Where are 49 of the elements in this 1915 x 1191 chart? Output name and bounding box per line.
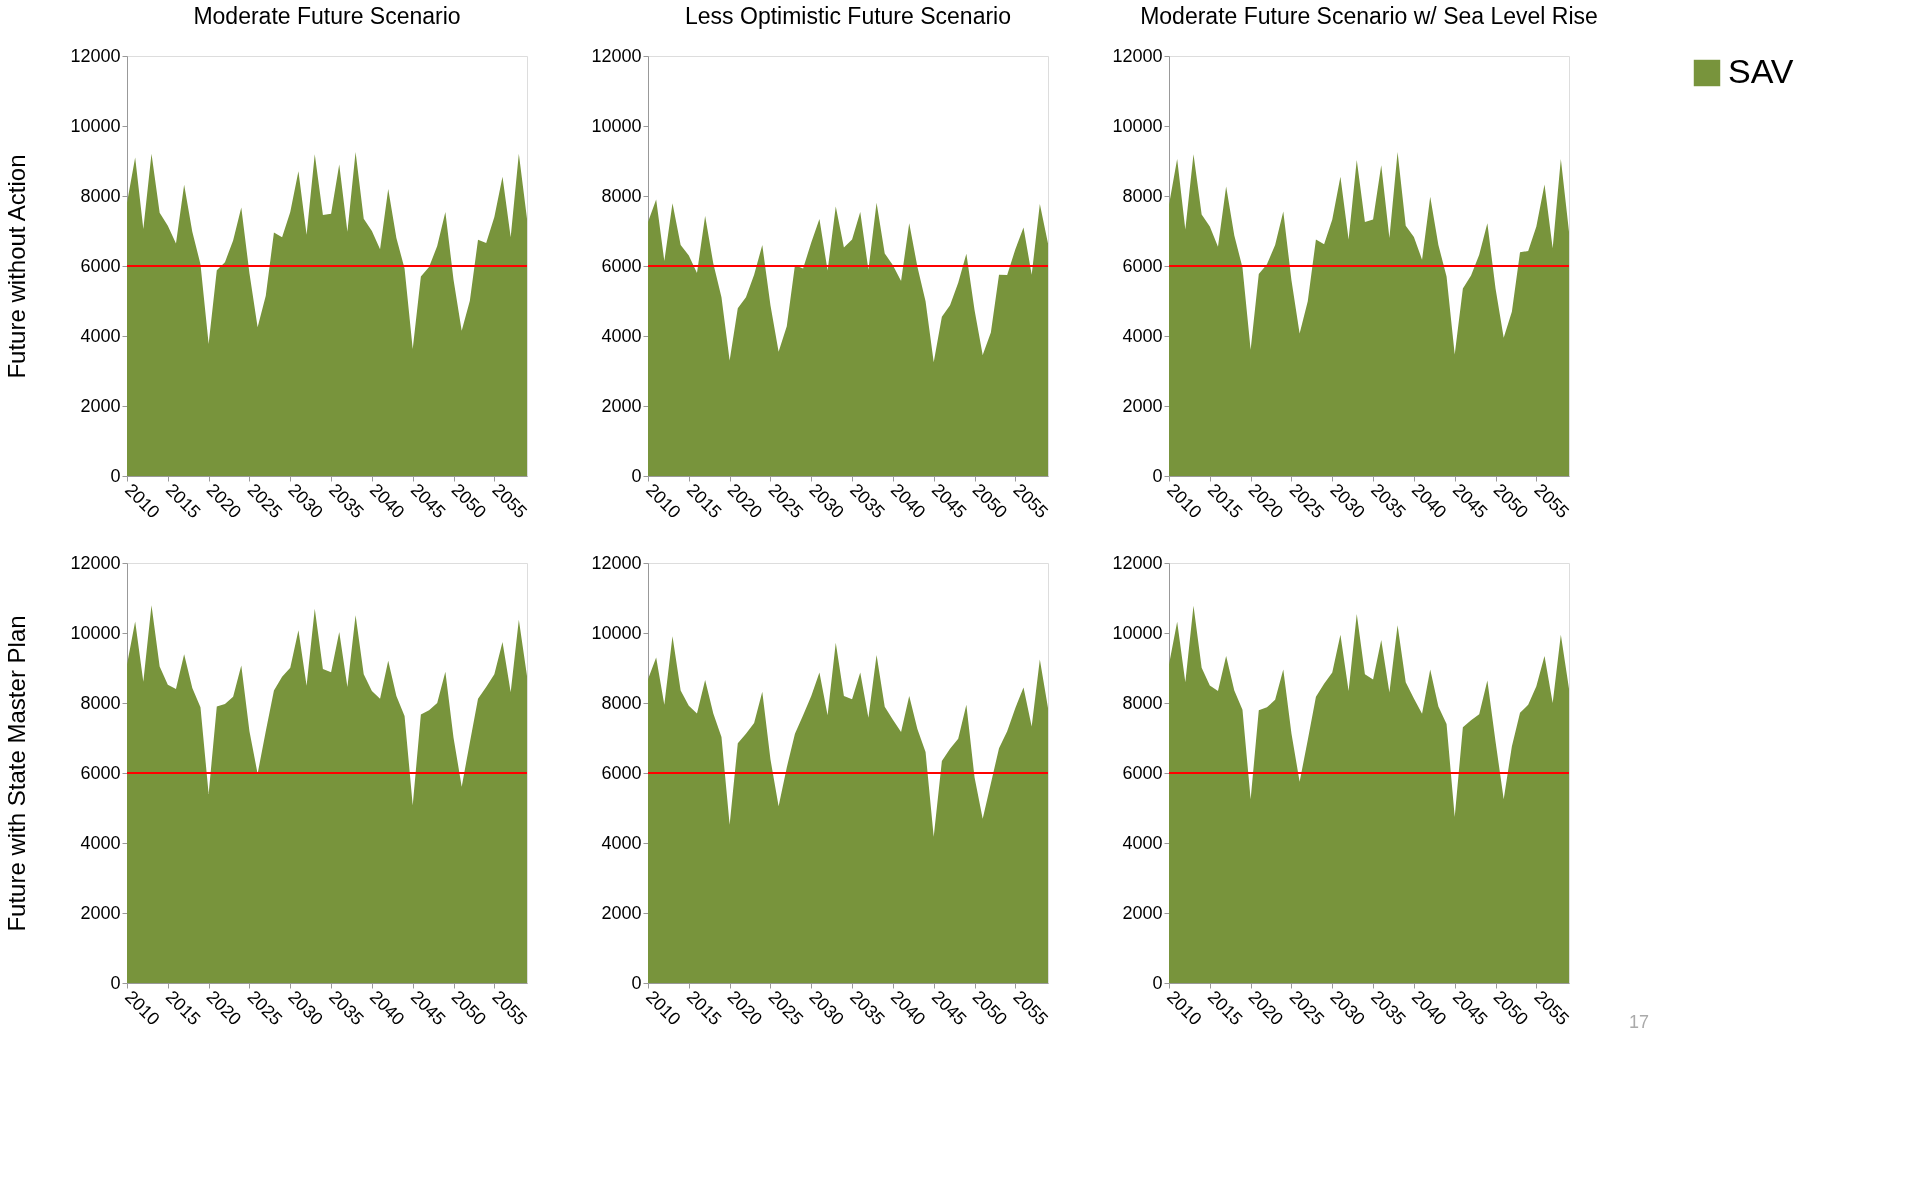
y-tick-label: 0	[110, 972, 121, 993]
y-tick-label: 6000	[601, 762, 642, 783]
y-tick-label: 6000	[80, 762, 121, 783]
y-tick-label: 10000	[70, 115, 121, 136]
y-tick-label: 8000	[1122, 185, 1163, 206]
y-tick-label: 10000	[1112, 115, 1163, 136]
y-tick-label: 4000	[80, 325, 121, 346]
y-tick-label: 12000	[591, 552, 642, 573]
y-tick-label: 8000	[601, 185, 642, 206]
y-tick-label: 4000	[601, 325, 642, 346]
y-tick-label: 10000	[591, 622, 642, 643]
y-axis-title: Future with State Master Plan	[3, 615, 31, 932]
y-tick-label: 12000	[70, 45, 121, 66]
text: 17	[1629, 1012, 1650, 1032]
y-tick-label: 12000	[1112, 45, 1163, 66]
y-tick-label: 8000	[601, 692, 642, 713]
y-axis-title: Future without Action	[3, 154, 31, 379]
y-tick-label: 6000	[601, 255, 642, 276]
y-tick-label: 2000	[1122, 395, 1163, 416]
y-tick-label: 0	[631, 972, 642, 993]
y-tick-label: 8000	[1122, 692, 1163, 713]
chart-title: Moderate Future Scenario	[193, 3, 461, 29]
y-tick-label: 4000	[80, 832, 121, 853]
y-tick-label: 0	[110, 465, 121, 486]
y-tick-label: 12000	[70, 552, 121, 573]
y-tick-label: 2000	[601, 395, 642, 416]
y-tick-label: 8000	[80, 692, 121, 713]
y-tick-label: 10000	[1112, 622, 1163, 643]
y-tick-label: 12000	[1112, 552, 1163, 573]
y-tick-label: 8000	[80, 185, 121, 206]
legend-label: SAV	[1728, 52, 1794, 90]
y-tick-label: 4000	[601, 832, 642, 853]
y-tick-label: 2000	[80, 902, 121, 923]
y-tick-label: 0	[1152, 972, 1163, 993]
chart-title: Moderate Future Scenario w/ Sea Level Rise	[1140, 3, 1598, 29]
y-tick-label: 0	[631, 465, 642, 486]
y-tick-label: 2000	[1122, 902, 1163, 923]
y-tick-label: 10000	[591, 115, 642, 136]
y-tick-label: 6000	[1122, 255, 1163, 276]
y-tick-label: 10000	[70, 622, 121, 643]
y-tick-label: 2000	[601, 902, 642, 923]
y-tick-label: 4000	[1122, 832, 1163, 853]
y-tick-label: 4000	[1122, 325, 1163, 346]
y-tick-label: 6000	[80, 255, 121, 276]
chart-title: Less Optimistic Future Scenario	[685, 3, 1011, 29]
y-tick-label: 6000	[1122, 762, 1163, 783]
y-tick-label: 2000	[80, 395, 121, 416]
y-tick-label: 0	[1152, 465, 1163, 486]
y-tick-label: 12000	[591, 45, 642, 66]
